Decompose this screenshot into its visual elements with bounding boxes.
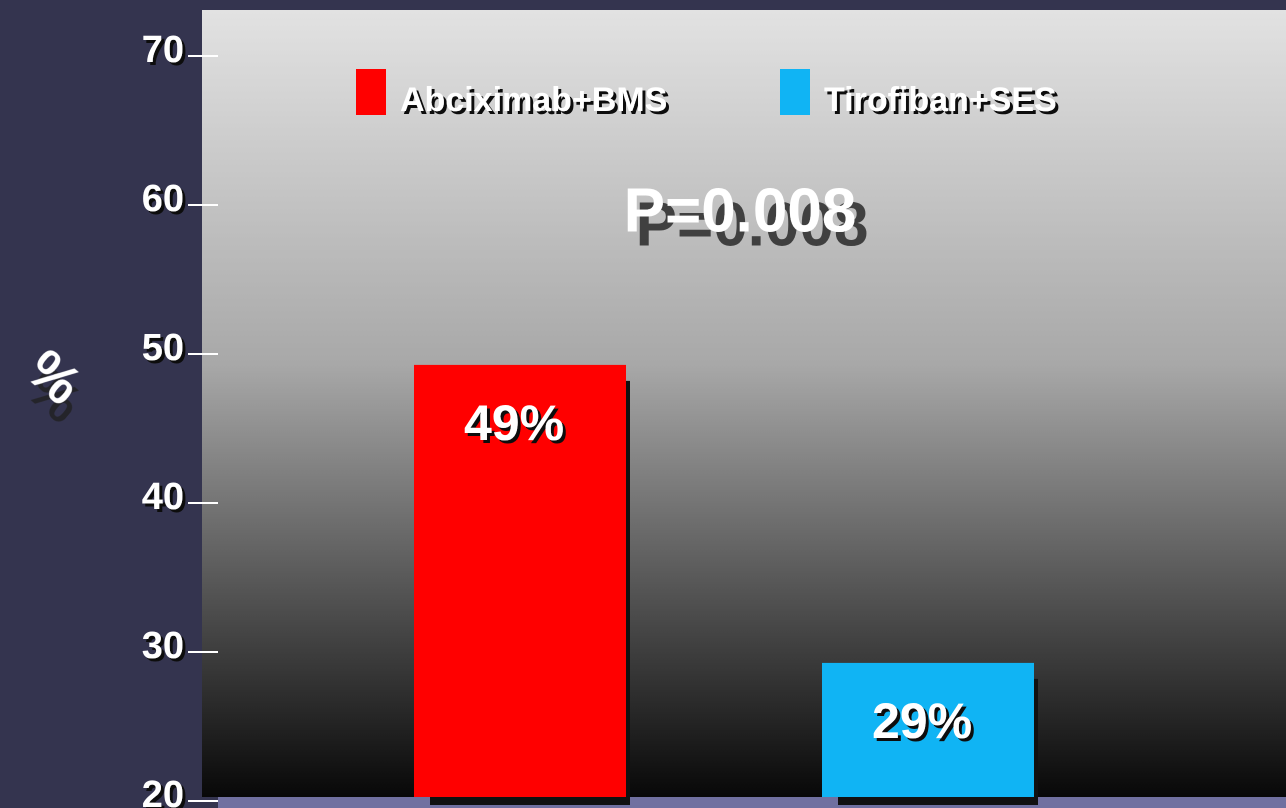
y-tick-label: 70	[142, 29, 184, 71]
y-tick-label: 50	[142, 327, 184, 369]
annotation: P=0.008	[624, 176, 857, 245]
plot-area	[202, 10, 1286, 797]
legend-swatch	[780, 69, 810, 115]
y-tick-label: 30	[142, 625, 184, 667]
legend-label: Tirofiban+SES	[824, 81, 1057, 119]
value-label: 49%	[464, 395, 564, 451]
y-tick-label: 20	[142, 774, 184, 808]
value-label: 29%	[872, 693, 972, 749]
legend-swatch	[356, 69, 386, 115]
bar	[822, 662, 1034, 797]
floor	[218, 797, 1286, 808]
bar	[414, 364, 626, 797]
legend-label: Abciximab+BMS	[400, 81, 667, 119]
y-tick-label: 40	[142, 476, 184, 518]
y-tick-label: 60	[142, 178, 184, 220]
